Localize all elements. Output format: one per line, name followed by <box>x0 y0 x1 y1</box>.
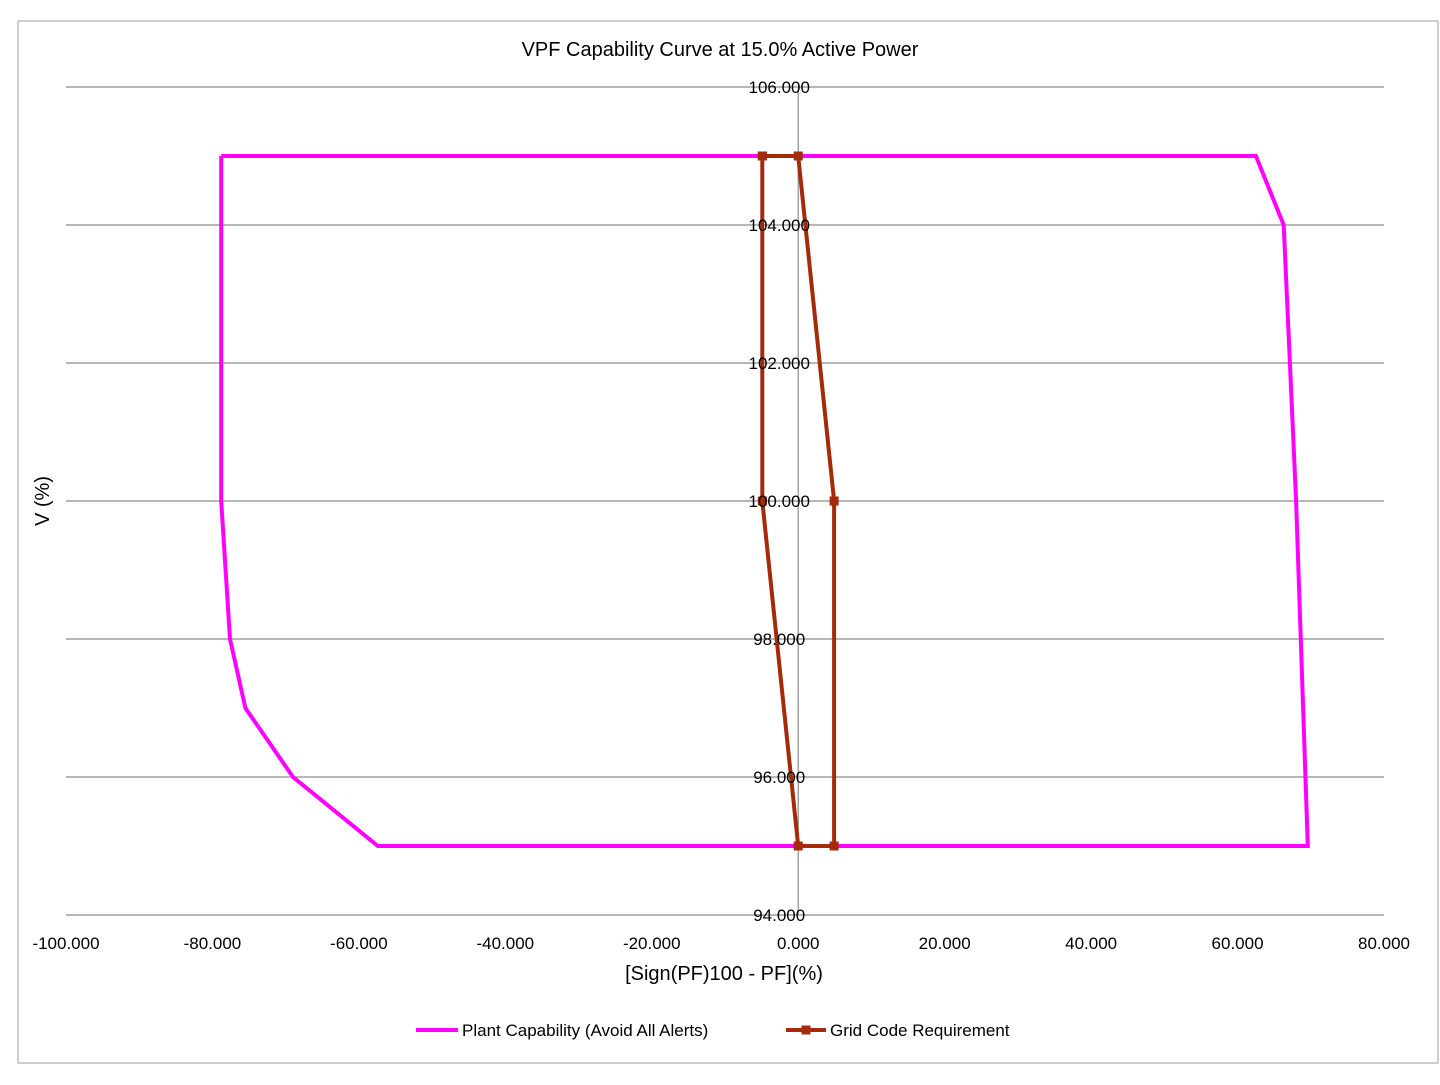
chart-title: VPF Capability Curve at 15.0% Active Pow… <box>522 39 919 61</box>
legend-marker-1 <box>801 1025 811 1035</box>
legend-label-1: Grid Code Requirement <box>830 1021 1010 1040</box>
x-tick-label-4: -20.000 <box>623 934 681 953</box>
legend-label-0: Plant Capability (Avoid All Alerts) <box>462 1021 708 1040</box>
y-tick-label-5: 104.000 <box>748 216 809 235</box>
y-tick-label-6: 106.000 <box>748 78 809 97</box>
data-point-1-5 <box>757 496 767 506</box>
y-tick-label-2: 98.000 <box>753 630 805 649</box>
data-point-1-4 <box>793 841 803 851</box>
legend: Plant Capability (Avoid All Alerts) Grid … <box>416 1021 1010 1040</box>
data-point-1-2 <box>829 496 839 506</box>
x-axis-title: [Sign(PF)100 - PF](%) <box>625 963 823 985</box>
y-tick-label-4: 102.000 <box>748 354 809 373</box>
data-point-1-3 <box>829 841 839 851</box>
x-tick-label-0: -100.000 <box>32 934 99 953</box>
data-point-1-6 <box>757 151 767 161</box>
x-tick-label-7: 40.000 <box>1065 934 1117 953</box>
chart-border <box>17 20 1439 1064</box>
y-axis-title: V (%) <box>32 476 54 526</box>
series-layer <box>219 151 1310 851</box>
x-tick-label-8: 60.000 <box>1212 934 1264 953</box>
series-line-0 <box>219 154 1310 848</box>
x-tick-label-2: -60.000 <box>330 934 388 953</box>
y-tick-label-1: 96.000 <box>753 768 805 787</box>
x-tick-label-5: 0.000 <box>777 934 820 953</box>
y-tick-label-0: 94.000 <box>753 906 805 925</box>
x-tick-label-1: -80.000 <box>184 934 242 953</box>
x-tick-label-6: 20.000 <box>919 934 971 953</box>
x-tick-label-9: 80.000 <box>1358 934 1410 953</box>
tick-layer: 94.000 96.000 98.000 100.000 102.000 104.000 1… <box>32 78 1410 953</box>
grid-layer <box>66 86 1384 916</box>
x-tick-label-3: -40.000 <box>476 934 534 953</box>
data-point-1-1 <box>793 151 803 161</box>
y-tick-label-3: 100.000 <box>748 492 809 511</box>
